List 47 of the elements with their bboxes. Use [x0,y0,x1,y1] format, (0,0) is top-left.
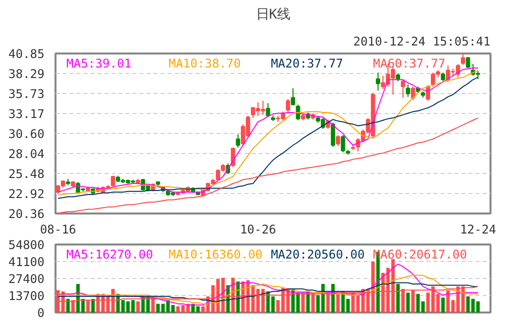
text: MA20:20560.00 [270,248,365,262]
text: MA60:37.77 [373,56,446,70]
text: MA5:39.01 [66,56,132,70]
text: MA5:16270.00 [66,248,154,262]
y-tick-label: 28.04 [8,147,44,162]
y-tick-label: 54800 [8,238,44,252]
x-tick-label: 10-26 [240,222,276,236]
y-tick-label: 41100 [8,255,44,269]
y-tick-label: 33.17 [8,106,44,121]
chart-title: 日K线 [256,8,290,22]
candlestick [400,79,406,98]
candlestick [466,56,470,68]
candlestick [340,134,346,153]
text: 2010-12-24 15:05:41 [353,34,491,48]
y-tick-label: 27400 [8,272,44,286]
bar [441,298,445,312]
y-tick-label: 25.48 [8,167,44,182]
line-series [58,264,478,306]
bar [66,298,70,312]
candlestick [460,54,466,66]
text: MA10:38.70 [168,56,241,70]
candlestick [286,98,290,112]
bar [136,301,140,312]
y-tick-label: 0 [37,306,45,320]
line-series [58,117,478,214]
bar [91,298,95,312]
y-tick-label: 30.60 [8,127,44,142]
line-series [58,274,478,304]
bar [396,284,400,312]
x-tick-label: 08-16 [40,222,76,236]
candlestick [236,134,240,148]
y-tick-label: 40.85 [8,47,44,61]
candlestick [406,84,410,98]
candlestick [336,134,340,147]
y-tick-label: 22.92 [8,187,44,202]
series-label: MA10:16360.00 [168,248,263,262]
text: MA20:37.77 [270,56,344,70]
candlestick [290,88,296,106]
candlestick [330,122,336,148]
bar [406,292,410,312]
line-series [58,282,478,302]
y-tick-label: 20.36 [8,207,44,221]
candlestick [376,72,380,92]
y-tick-label: 35.73 [8,86,44,101]
x-tick-label: 12-24 [460,222,496,236]
y-tick-label: 38.29 [8,66,44,81]
y-tick-label: 13700 [8,289,44,303]
